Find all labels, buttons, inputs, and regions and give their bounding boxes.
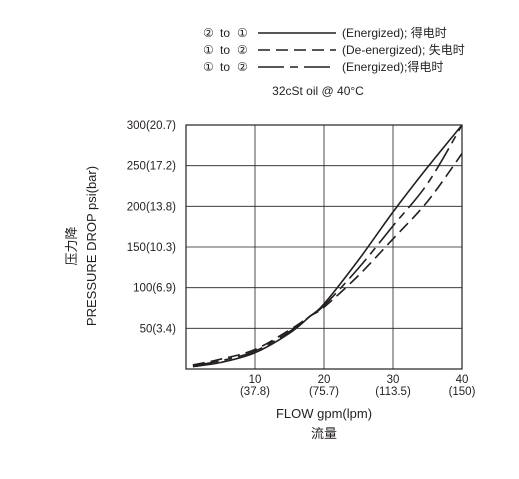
y-axis-label-cn: 压力降 xyxy=(64,226,79,265)
x-tick-label: 30 xyxy=(387,374,400,386)
y-tick-label: 50(3.4) xyxy=(140,323,177,335)
y-tick-label: 250(17.2) xyxy=(127,161,176,173)
y-tick-label: 300(20.7) xyxy=(127,120,176,132)
legend-to-word: to xyxy=(220,43,230,57)
series-line-long-dash xyxy=(192,124,463,367)
legend: ② to ① (Energized); 得电时 ① to ② (De-energized); … xyxy=(203,25,465,74)
x-tick-sublabel: (150) xyxy=(449,386,476,398)
series-line-dashed xyxy=(192,153,463,366)
legend-from: ② xyxy=(203,26,214,40)
legend-from: ① xyxy=(203,43,214,57)
legend-to: ② xyxy=(237,43,248,57)
x-tick-sublabel: (75.7) xyxy=(309,386,339,398)
x-tick-label: 40 xyxy=(456,374,469,386)
legend-to: ② xyxy=(237,60,248,74)
y-tick-label: 100(6.9) xyxy=(133,283,176,295)
legend-text: (Energized); 得电时 xyxy=(342,25,447,40)
series-line-solid xyxy=(192,124,463,368)
x-tick-label: 20 xyxy=(318,374,331,386)
legend-entry: ① to ② (Energized);得电时 xyxy=(203,59,443,74)
x-axis-label-cn: 流量 xyxy=(311,426,337,441)
grid xyxy=(186,125,462,369)
legend-text: (De-energized); 失电时 xyxy=(342,42,465,57)
x-tick-sublabel: (37.8) xyxy=(240,386,270,398)
x-axis-label: FLOW gpm(lpm) xyxy=(276,406,372,421)
x-tick-labels: 10(37.8) 20(75.7) 30(113.5) 40(150) xyxy=(240,374,476,398)
oil-condition-label: 32cSt oil @ 40°C xyxy=(272,84,364,98)
legend-from: ① xyxy=(203,60,214,74)
x-tick-sublabel: (113.5) xyxy=(375,386,411,398)
legend-text: (Energized);得电时 xyxy=(342,59,443,74)
y-tick-labels: 50(3.4) 100(6.9) 150(10.3) 200(13.8) 250(17.… xyxy=(127,120,176,335)
legend-entry: ② to ① (Energized); 得电时 xyxy=(203,25,447,40)
y-axis-label: PRESSURE DROP psi(bar) xyxy=(84,166,99,326)
legend-to-word: to xyxy=(220,26,230,40)
x-tick-label: 10 xyxy=(249,374,262,386)
y-tick-label: 200(13.8) xyxy=(127,201,176,213)
series-lines xyxy=(192,124,463,368)
legend-to-word: to xyxy=(220,60,230,74)
legend-entry: ① to ② (De-energized); 失电时 xyxy=(203,42,465,57)
plot-frame xyxy=(185,124,463,370)
legend-to: ① xyxy=(237,26,248,40)
y-tick-label: 150(10.3) xyxy=(127,242,176,254)
